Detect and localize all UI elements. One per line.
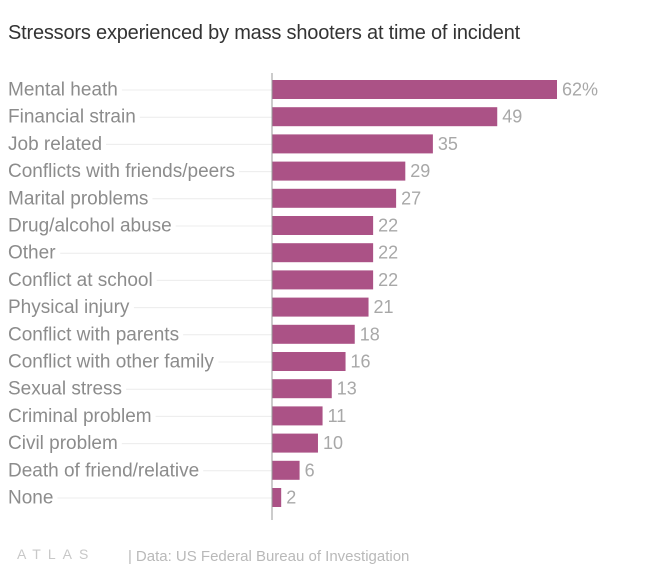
category-label: Criminal problem: [8, 406, 152, 427]
bar: [272, 433, 318, 453]
source-separator: |: [128, 548, 132, 565]
value-label: 2: [286, 488, 296, 508]
category-label: Conflict at school: [8, 270, 153, 291]
bar: [272, 243, 374, 263]
atlas-logo: ATLAS: [17, 546, 96, 562]
category-label-bg: [6, 351, 219, 373]
value-label: 13: [337, 379, 357, 399]
category-label: Job related: [8, 134, 102, 155]
category-label: Financial strain: [8, 107, 136, 128]
category-label-bg: [6, 161, 240, 183]
bar: [272, 134, 433, 154]
bar: [272, 406, 323, 426]
value-label: 21: [374, 297, 394, 317]
category-label-bg: [6, 215, 176, 237]
bar: [272, 161, 406, 181]
category-labels: Mental heath Financial strain Job related C…: [6, 79, 240, 509]
source-text: Data: US Federal Bureau of Investigation: [135, 548, 410, 565]
value-label: 11: [328, 406, 347, 426]
bars: [272, 80, 557, 507]
bar: [272, 107, 498, 127]
category-label: Other: [8, 243, 56, 264]
value-label: 22: [378, 270, 398, 290]
bar: [272, 379, 332, 399]
category-label: Civil problem: [8, 433, 118, 454]
category-label-bg: [6, 106, 140, 128]
category-label: Conflict with parents: [8, 324, 179, 345]
category-label: Conflicts with friends/peers: [8, 161, 235, 182]
value-label: 62%: [562, 80, 598, 100]
category-label-bg: [6, 487, 58, 509]
value-label: 16: [351, 352, 371, 372]
bar: [272, 188, 397, 208]
bar: [272, 352, 346, 371]
value-label: 35: [438, 134, 458, 154]
category-label-bg: [6, 269, 157, 291]
chart-title: Stressors experienced by mass shooters a…: [8, 22, 520, 44]
value-label: 49: [502, 107, 522, 127]
value-label: 10: [323, 433, 343, 453]
category-label: Marital problems: [8, 188, 148, 209]
category-label: Sexual stress: [8, 379, 122, 400]
category-label-bg: [6, 405, 156, 427]
bar: [272, 324, 355, 344]
category-label: Mental heath: [8, 80, 118, 101]
bar: [272, 270, 374, 290]
category-label: Physical injury: [8, 297, 130, 318]
value-label: 6: [305, 460, 315, 480]
footer: ATLAS | Data: US Federal Bureau of Invest…: [0, 544, 656, 572]
category-label: Conflict with other family: [8, 352, 214, 373]
category-label-bg: [6, 79, 122, 101]
category-label-bg: [6, 460, 204, 482]
value-label: 22: [378, 216, 398, 236]
bar: [272, 80, 557, 99]
category-label: Drug/alcohol abuse: [8, 216, 172, 237]
value-label: 29: [410, 161, 430, 181]
category-label: None: [8, 488, 53, 509]
bar: [272, 297, 369, 317]
source-note: | Data: US Federal Bureau of Investigatio…: [128, 548, 409, 565]
bar-chart: Mental heath Financial strain Job related C…: [6, 73, 598, 520]
value-label: 27: [401, 188, 421, 208]
bar: [272, 460, 300, 480]
category-label-bg: [6, 378, 127, 400]
category-label-bg: [6, 133, 107, 155]
bar: [272, 488, 282, 507]
value-label: 22: [378, 243, 398, 263]
category-label-bg: [6, 433, 122, 455]
bar: [272, 216, 374, 235]
category-label-bg: [6, 324, 184, 346]
category-label-bg: [6, 297, 134, 319]
category-label-bg: [6, 242, 61, 264]
category-label-bg: [6, 188, 153, 210]
value-label: 18: [360, 324, 380, 344]
category-label: Death of friend/relative: [8, 460, 199, 481]
